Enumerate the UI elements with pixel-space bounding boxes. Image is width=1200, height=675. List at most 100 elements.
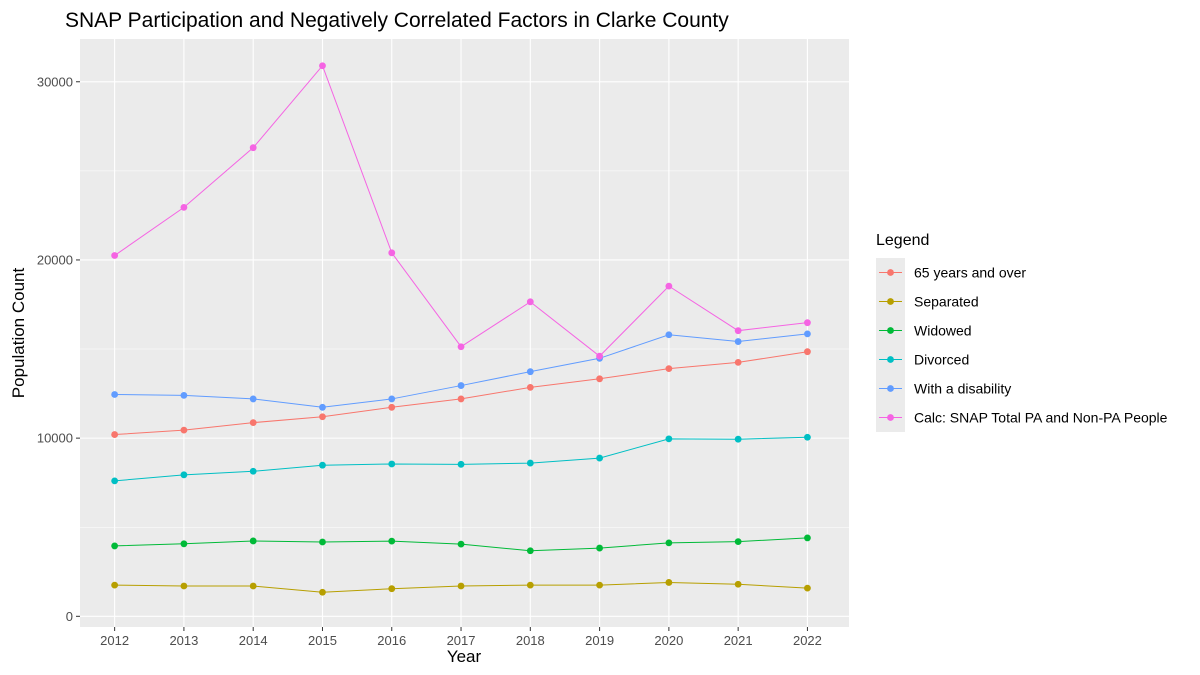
legend: Legend 65 years and over Separated Widowed…: [876, 232, 1168, 432]
data-point: [804, 534, 811, 542]
data-point: [388, 585, 396, 593]
legend-item: 65 years and over: [876, 258, 1026, 287]
data-point: [180, 582, 188, 590]
y-tick-label: 20000: [37, 252, 73, 267]
data-point: [111, 252, 119, 259]
data-point: [457, 582, 465, 590]
x-tick-label: 2012: [100, 633, 129, 648]
data-point: [111, 391, 119, 398]
data-point: [734, 338, 742, 345]
data-point: [804, 330, 811, 338]
data-point: [596, 581, 603, 589]
data-point: [804, 348, 811, 356]
data-point: [734, 327, 742, 335]
grid-minor: [80, 170, 849, 528]
series: [111, 348, 811, 438]
data-point: [734, 435, 742, 443]
data-point: [665, 539, 673, 547]
data-point: [319, 538, 326, 546]
x-tick-label: 2019: [585, 633, 614, 648]
series: [111, 62, 811, 360]
legend-item: With a disability: [876, 374, 1011, 403]
data-point: [596, 375, 603, 383]
series: [111, 579, 811, 596]
legend-key-point: [887, 298, 894, 305]
legend-label: Calc: SNAP Total PA and Non-PA People: [914, 410, 1168, 426]
data-point: [457, 382, 465, 389]
data-point: [319, 588, 326, 596]
x-tick-label: 2020: [654, 633, 683, 648]
data-point: [319, 62, 326, 70]
data-point: [249, 419, 257, 427]
data-point: [249, 537, 257, 545]
x-tick-label: 2018: [516, 633, 545, 648]
data-point: [526, 383, 534, 391]
data-point: [596, 454, 603, 462]
data-point: [180, 540, 188, 548]
data-point: [596, 352, 603, 360]
data-point: [804, 433, 811, 441]
legend-title: Legend: [876, 232, 929, 249]
data-point: [457, 460, 465, 468]
data-point: [526, 547, 534, 555]
legend-label: With a disability: [914, 381, 1011, 397]
legend-key-point: [887, 269, 894, 276]
data-point: [180, 426, 188, 434]
data-point: [249, 582, 257, 590]
data-point: [249, 395, 257, 403]
data-point: [734, 359, 742, 366]
data-point: [665, 435, 673, 443]
legend-key-point: [887, 356, 894, 363]
data-point: [665, 579, 673, 586]
data-point: [665, 331, 673, 339]
series: [111, 330, 811, 411]
data-point: [526, 581, 534, 589]
x-tick-label: 2014: [239, 633, 268, 648]
legend-label: 65 years and over: [914, 265, 1026, 281]
data-point: [804, 319, 811, 327]
y-tick-label: 10000: [37, 431, 73, 446]
series-layer: [111, 62, 811, 596]
series: [111, 534, 811, 555]
x-tick-label: 2015: [308, 633, 337, 648]
legend-key-point: [887, 414, 894, 421]
legend-item: Separated: [876, 287, 979, 316]
data-point: [457, 395, 465, 403]
data-point: [457, 343, 465, 351]
legend-label: Divorced: [914, 352, 969, 368]
data-point: [249, 467, 257, 475]
chart-title: SNAP Participation and Negatively Correl…: [65, 9, 729, 32]
x-tick-label: 2021: [724, 633, 753, 648]
y-tick-label: 30000: [37, 74, 73, 89]
data-point: [180, 203, 188, 211]
x-tick-label: 2017: [447, 633, 476, 648]
data-point: [665, 282, 673, 290]
data-point: [180, 391, 188, 399]
data-point: [319, 413, 326, 421]
data-point: [457, 540, 465, 548]
y-tick-label: 0: [66, 609, 73, 624]
data-point: [388, 537, 396, 545]
plot-panel: [80, 39, 849, 627]
data-point: [319, 403, 326, 411]
data-point: [319, 461, 326, 469]
data-point: [804, 584, 811, 592]
data-point: [388, 249, 396, 257]
data-point: [734, 538, 742, 546]
data-point: [111, 542, 119, 550]
series: [111, 433, 811, 485]
data-point: [388, 460, 396, 468]
data-point: [526, 459, 534, 467]
data-point: [180, 471, 188, 479]
data-point: [111, 581, 119, 589]
legend-key-point: [887, 385, 894, 392]
legend-item: Divorced: [876, 345, 969, 374]
data-point: [388, 403, 396, 411]
y-axis: 0 10000 20000 30000: [37, 74, 80, 624]
data-point: [665, 365, 673, 373]
x-tick-label: 2016: [377, 633, 406, 648]
legend-item: Calc: SNAP Total PA and Non-PA People: [876, 403, 1168, 432]
legend-label: Widowed: [914, 323, 972, 339]
